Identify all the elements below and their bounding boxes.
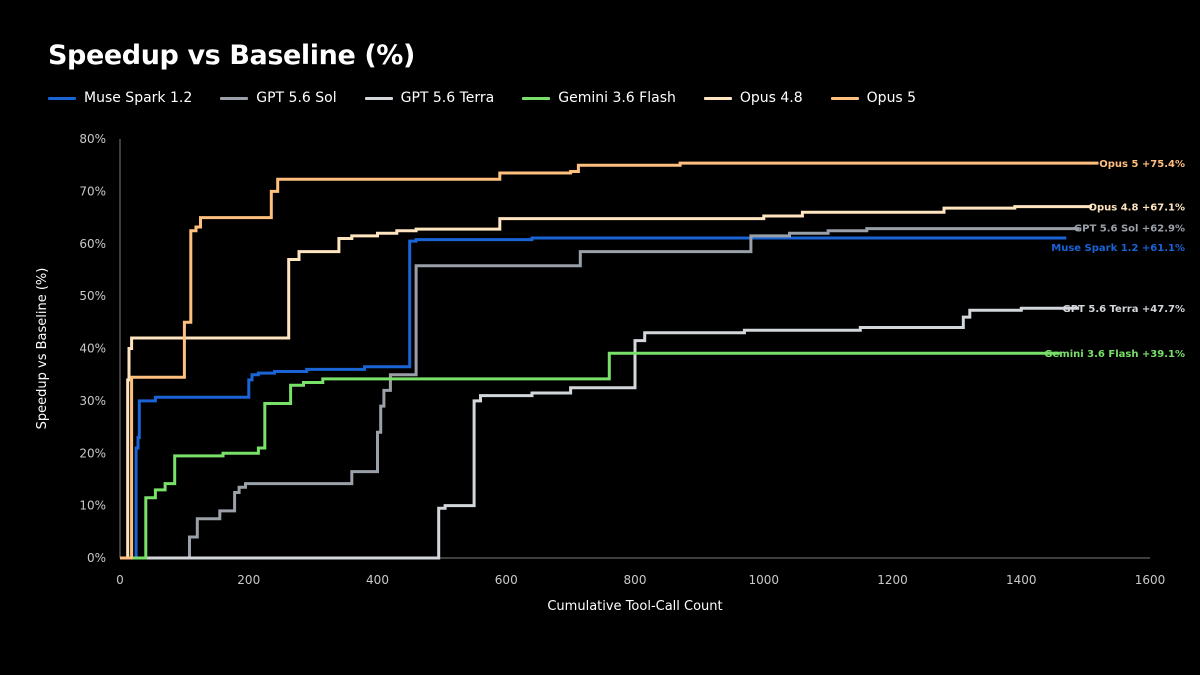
x-tick-label: 400 bbox=[366, 573, 389, 587]
x-axis-label: Cumulative Tool-Call Count bbox=[547, 599, 722, 614]
legend-item: Opus 4.8 bbox=[703, 90, 803, 106]
series-line bbox=[120, 205, 1093, 560]
chart-title: Speedup vs Baseline (%) bbox=[48, 40, 415, 71]
y-tick-label: 70% bbox=[79, 184, 106, 198]
y-axis-label: Speedup vs Baseline (%) bbox=[35, 268, 50, 430]
legend-item: GPT 5.6 Sol bbox=[220, 90, 337, 106]
x-tick-label: 1000 bbox=[748, 573, 779, 587]
y-tick-label: 50% bbox=[79, 289, 106, 303]
y-tick-label: 80% bbox=[79, 132, 106, 146]
legend-swatch bbox=[220, 96, 249, 100]
series-end-label: Opus 4.8 +67.1% bbox=[1089, 203, 1185, 214]
x-tick-label: 800 bbox=[624, 573, 647, 587]
y-tick-label: 60% bbox=[79, 237, 106, 251]
legend-label: Opus 4.8 bbox=[739, 90, 803, 106]
y-tick-label: 40% bbox=[79, 342, 106, 356]
x-tick-label: 0 bbox=[116, 573, 124, 587]
legend-item: Gemini 3.6 Flash bbox=[522, 90, 676, 106]
series-line bbox=[120, 351, 1060, 560]
x-tick-label: 1600 bbox=[1135, 573, 1166, 587]
series-line bbox=[120, 227, 1080, 560]
series-end-label: Opus 5 +75.4% bbox=[1099, 159, 1185, 170]
legend-swatch bbox=[703, 96, 732, 100]
legend-label: GPT 5.6 Terra bbox=[400, 90, 495, 106]
x-tick-label: 200 bbox=[237, 573, 260, 587]
legend-item: GPT 5.6 Terra bbox=[364, 90, 495, 106]
y-tick-label: 0% bbox=[87, 551, 106, 565]
legend-label: Muse Spark 1.2 bbox=[84, 90, 193, 106]
legend-swatch bbox=[48, 96, 76, 100]
legend-label: GPT 5.6 Sol bbox=[256, 90, 337, 106]
series-end-label: GPT 5.6 Sol +62.9% bbox=[1074, 224, 1185, 235]
series-line bbox=[120, 236, 1067, 560]
legend-label: Opus 5 bbox=[866, 90, 917, 106]
legend-swatch bbox=[364, 96, 393, 100]
legend-item: Opus 5 bbox=[830, 90, 917, 106]
y-tick-label: 30% bbox=[79, 394, 106, 408]
x-tick-label: 600 bbox=[495, 573, 518, 587]
series-end-label: Muse Spark 1.2 +61.1% bbox=[1051, 243, 1185, 254]
legend: Muse Spark 1.2 GPT 5.6 Sol GPT 5.6 Terra… bbox=[48, 90, 944, 106]
series-line bbox=[120, 161, 1099, 560]
legend-swatch bbox=[522, 96, 551, 100]
x-tick-label: 1400 bbox=[1006, 573, 1037, 587]
y-tick-label: 10% bbox=[79, 499, 106, 513]
legend-item: Muse Spark 1.2 bbox=[48, 90, 192, 106]
series-line bbox=[120, 306, 1080, 560]
y-tick-label: 20% bbox=[79, 446, 106, 460]
series-end-label: GPT 5.6 Terra +47.7% bbox=[1063, 304, 1185, 315]
legend-label: Gemini 3.6 Flash bbox=[558, 90, 676, 106]
legend-swatch bbox=[830, 96, 859, 100]
series-end-label: Gemini 3.6 Flash +39.1% bbox=[1044, 349, 1185, 360]
x-tick-label: 1200 bbox=[877, 573, 908, 587]
